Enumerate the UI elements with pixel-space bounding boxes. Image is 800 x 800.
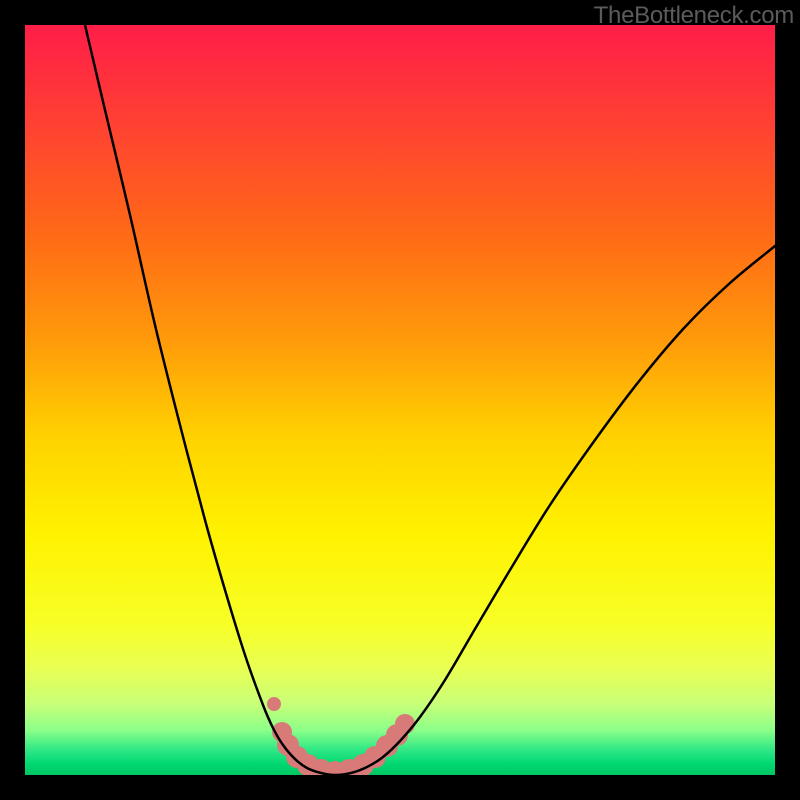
- watermark-text: TheBottleneck.com: [594, 2, 794, 30]
- v-curve-path: [85, 25, 775, 775]
- plot-area: [25, 25, 775, 775]
- marker-band-11: [395, 714, 415, 734]
- marker-dot: [267, 697, 281, 711]
- canvas-root: TheBottleneck.com: [0, 0, 800, 800]
- marker-group: [267, 697, 415, 775]
- curve-layer: [25, 25, 775, 775]
